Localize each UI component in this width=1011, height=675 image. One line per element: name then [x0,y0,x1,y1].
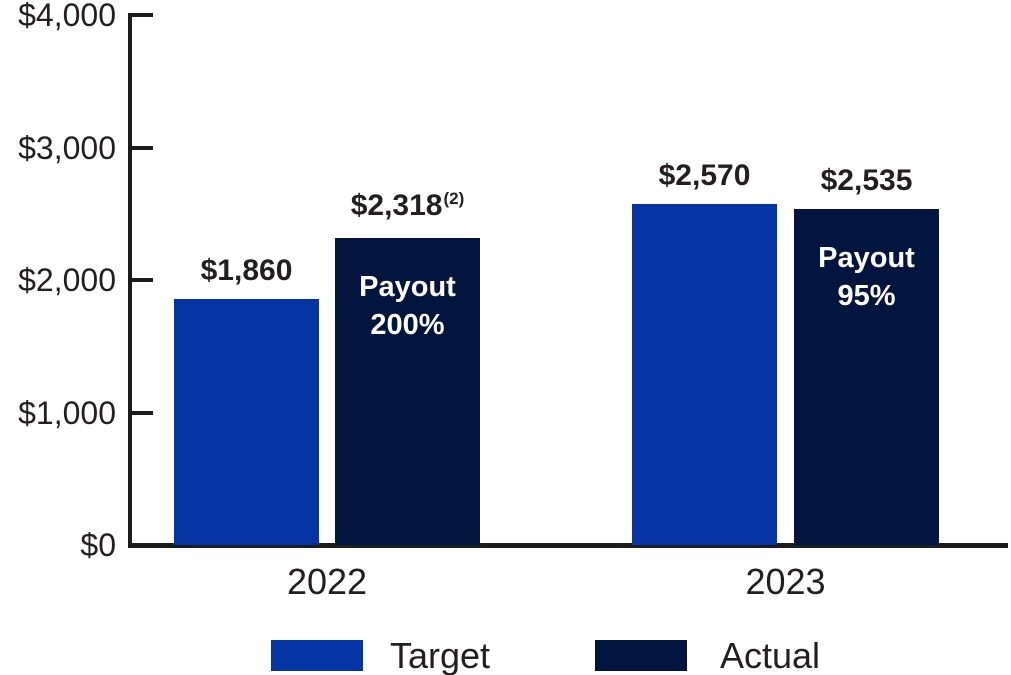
y-axis-tick [130,278,153,282]
bar-value-label: $2,318(2) [350,188,465,226]
bar-value-label: $2,535 [821,165,913,197]
bar-value-label: $2,570 [659,160,751,192]
bar-payout-label: Payout 95% [794,239,939,315]
x-axis-label-2023: 2023 [745,561,826,602]
bar-payout-line: Payout [359,270,456,303]
bar-2023-actual: Payout 95% [794,209,939,545]
y-axis-tick-label: $4,000 [18,0,116,33]
y-axis-tick [130,13,153,17]
bar-payout-label: Payout 200% [335,268,480,344]
legend-swatch-actual [595,640,687,671]
bar-value-label: $1,860 [200,253,293,287]
bar-2022-actual: Payout 200% [335,237,480,545]
y-axis-tick [130,145,153,150]
legend-swatch-target [271,640,363,671]
y-axis-tick-label: $3,000 [18,129,116,166]
footnote-superscript: (2) [443,188,465,208]
plot-area: $1,860 Payout 200% $2,318(2) $2,570 Payout 95%… [130,15,1008,545]
legend-label-target: Target [390,635,491,675]
bar-value-text: $2,570 [658,159,751,193]
y-axis-tick [130,410,153,415]
bar-payout-line: 200% [370,308,445,341]
bar-payout-line: Payout [818,242,915,275]
bar-payout-line: 95% [837,280,896,313]
x-axis-label-2022: 2022 [286,561,368,602]
bar-2022-target [174,298,319,545]
bar-2023-target [632,204,777,545]
bar-value-text: $2,535 [820,164,913,198]
bar-value-text: $2,318 [350,188,443,222]
y-axis-tick-label: $1,000 [18,394,116,431]
y-axis-tick-label: $0 [80,527,116,563]
bar-value-text: $1,860 [200,253,293,287]
legend-label-actual: Actual [720,635,821,675]
y-axis-tick-label: $2,000 [18,262,116,298]
x-axis-line [128,543,1008,548]
